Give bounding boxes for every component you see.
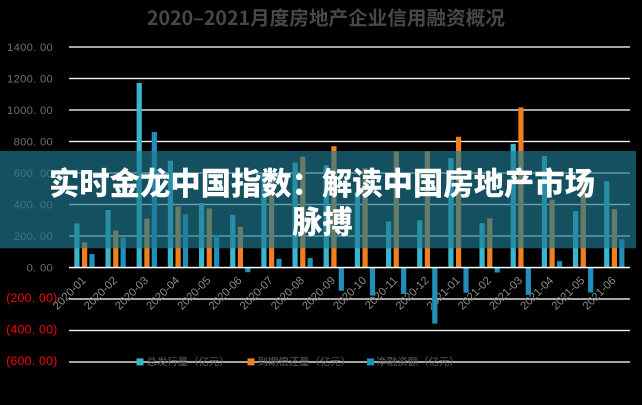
svg-text:(200. 00): (200. 00) — [6, 291, 57, 305]
svg-text:1000. 00: 1000. 00 — [7, 105, 53, 117]
svg-text:1200. 00: 1200. 00 — [7, 74, 53, 86]
svg-text:0. 00: 0. 00 — [27, 263, 53, 275]
svg-text:800. 00: 800. 00 — [14, 137, 53, 149]
svg-text:(400. 00): (400. 00) — [6, 323, 57, 337]
svg-text:1400. 00: 1400. 00 — [7, 42, 53, 54]
svg-text:(600. 00): (600. 00) — [6, 354, 57, 368]
